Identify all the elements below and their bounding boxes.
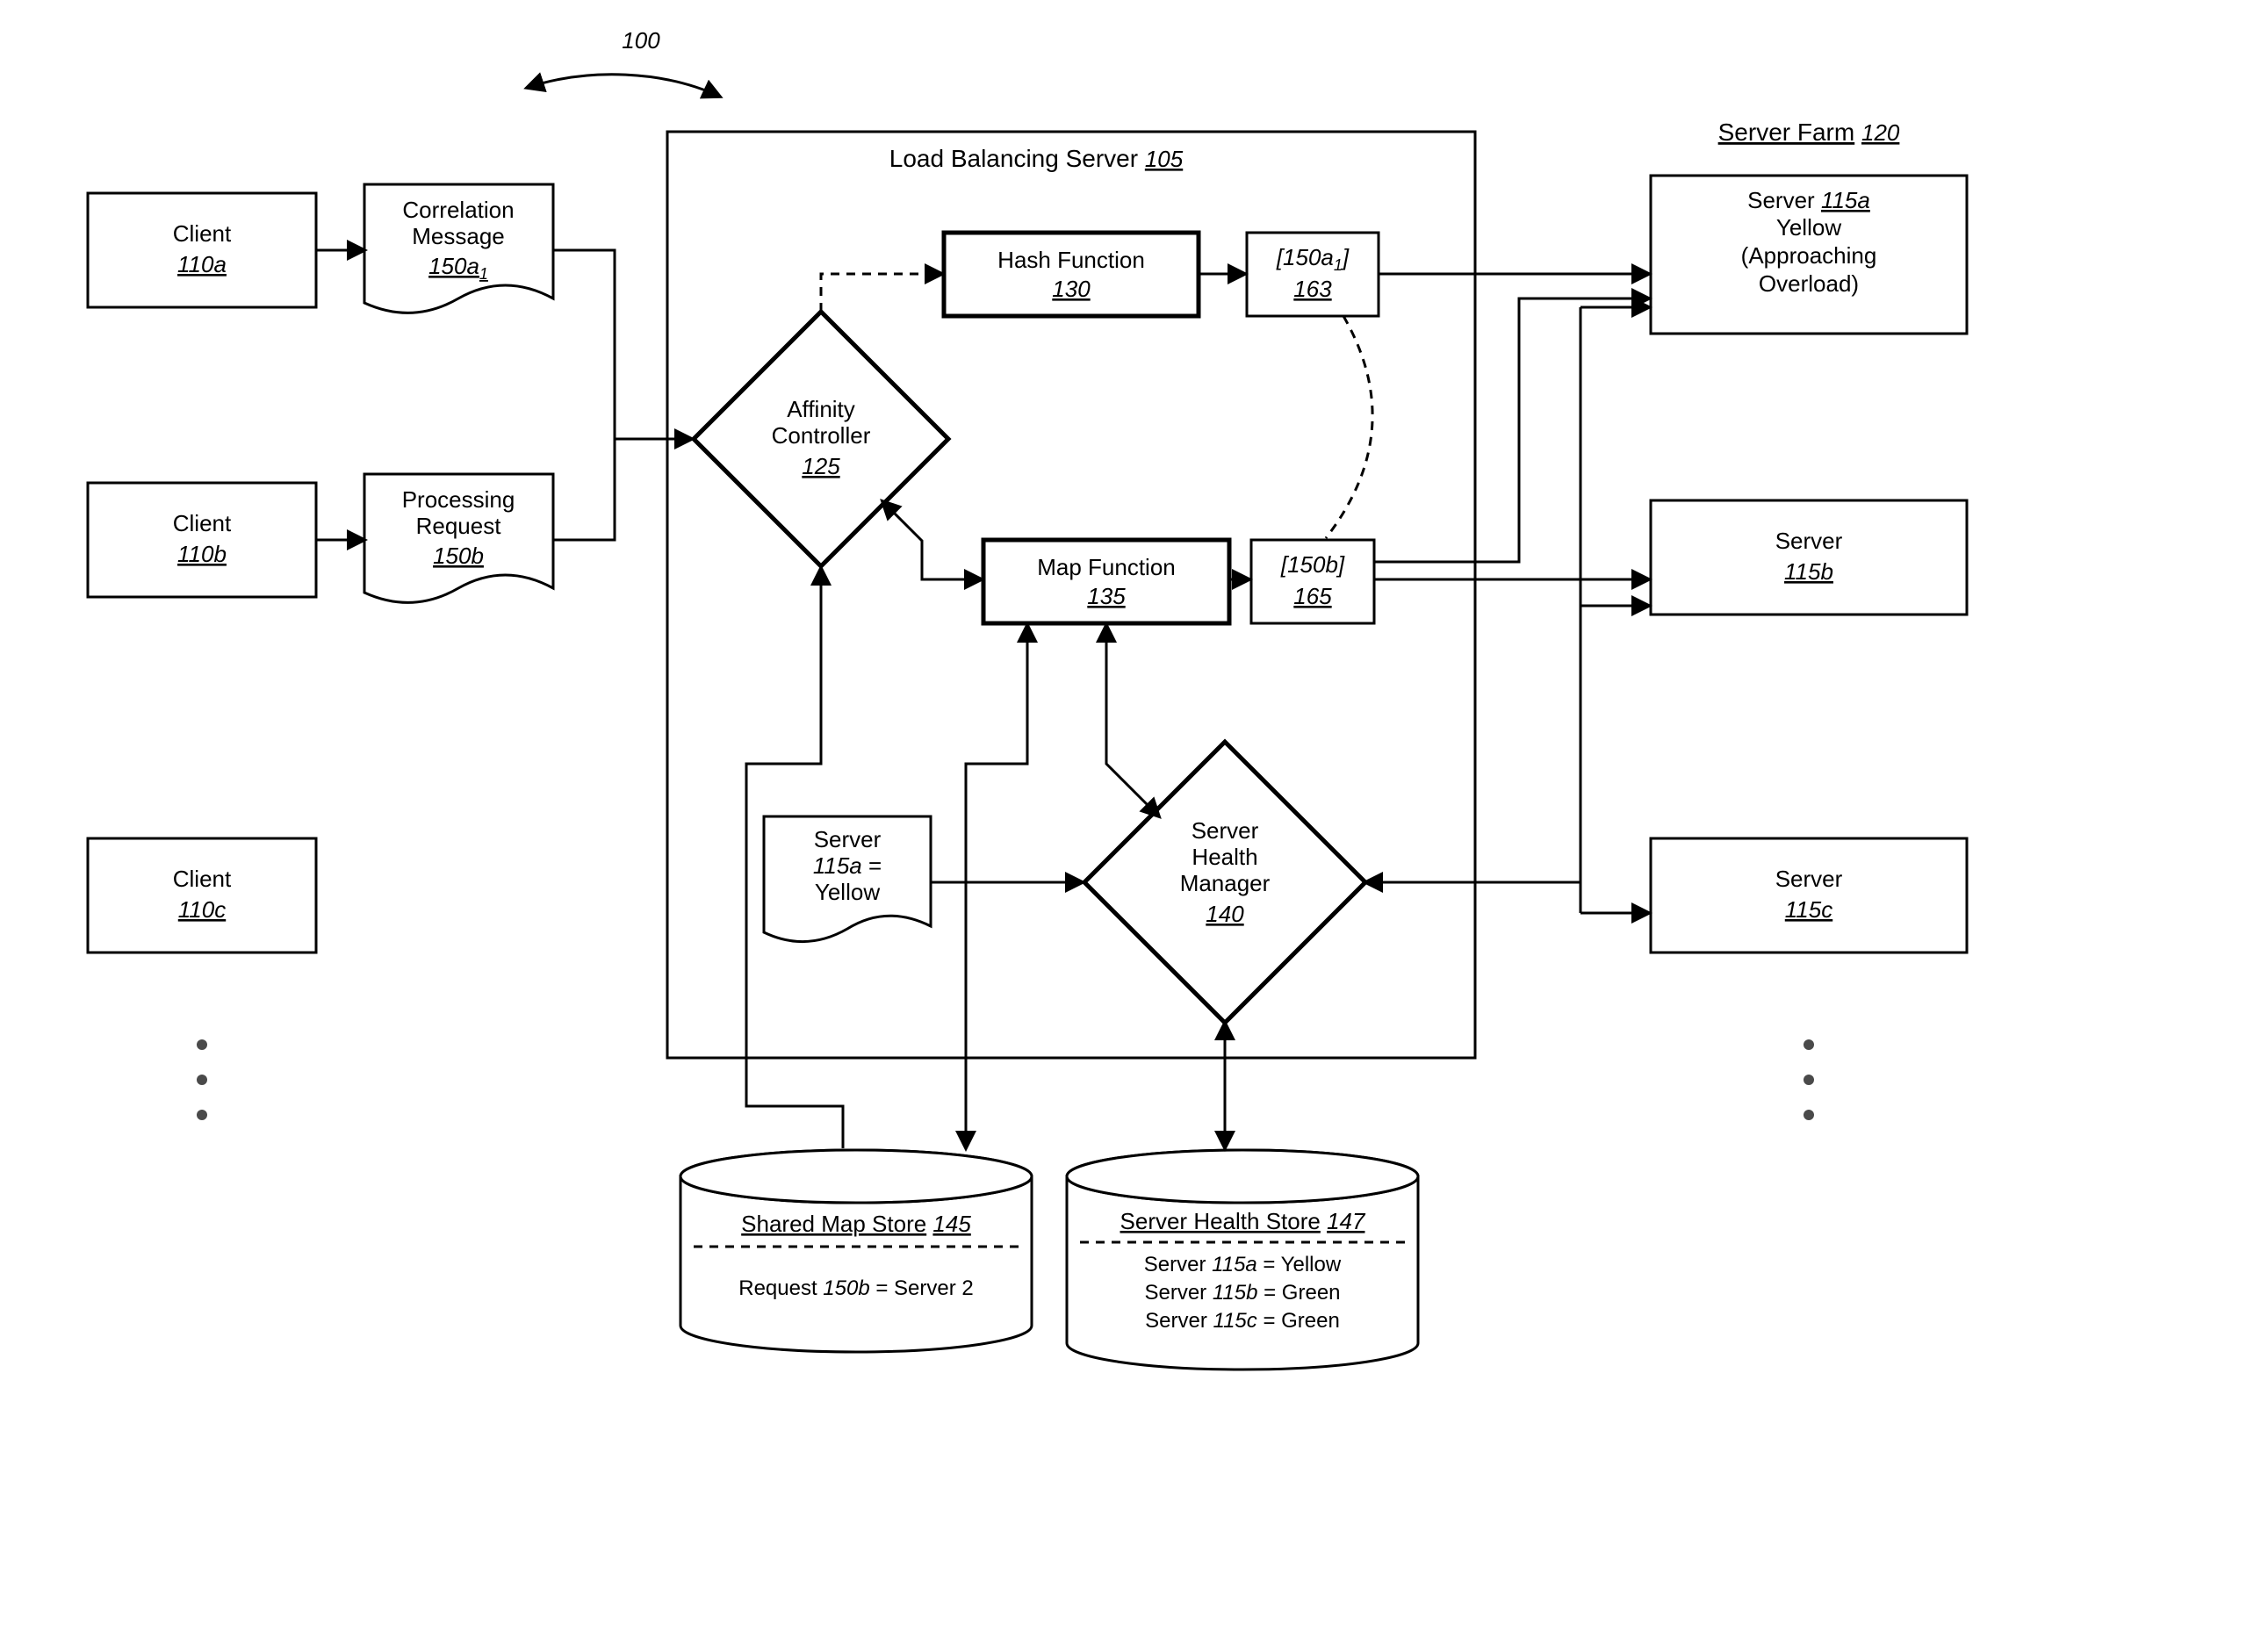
ellipsis-dot bbox=[1804, 1110, 1814, 1120]
shared-map-store: Shared Map Store 145 Request 150b = Serv… bbox=[680, 1150, 1032, 1352]
svg-text:[150b]: [150b] bbox=[1280, 551, 1345, 578]
svg-text:Server 115a: Server 115a bbox=[1747, 187, 1870, 213]
server-c-ref: 115c bbox=[1785, 896, 1832, 923]
hash-output-ref: 163 bbox=[1293, 276, 1332, 302]
ellipsis-dot bbox=[1804, 1039, 1814, 1050]
svg-text:Server: Server bbox=[1192, 817, 1259, 844]
client-a-label: Client bbox=[173, 220, 232, 247]
svg-text:Load Balancing Server 105: Load Balancing Server 105 bbox=[889, 145, 1184, 172]
svg-text:115a =: 115a = bbox=[813, 852, 882, 879]
map-function-ref: 135 bbox=[1087, 583, 1126, 609]
svg-text:Correlation: Correlation bbox=[402, 197, 514, 223]
svg-text:Server 115c = Green: Server 115c = Green bbox=[1145, 1309, 1340, 1333]
load-balancer-ref: 105 bbox=[1145, 146, 1184, 172]
client-c-ref: 110c bbox=[178, 896, 226, 923]
ellipsis-dot bbox=[197, 1110, 207, 1120]
hash-output: [150a1] 163 bbox=[1247, 233, 1379, 316]
client-a-ref: 110a bbox=[177, 251, 227, 277]
svg-text:Server 115a = Yellow: Server 115a = Yellow bbox=[1144, 1253, 1342, 1276]
svg-text:Server: Server bbox=[1775, 528, 1843, 554]
edge-msg2-join bbox=[553, 439, 615, 540]
svg-text:Server Health Store 147: Server Health Store 147 bbox=[1120, 1208, 1366, 1234]
client-a: Client 110a bbox=[88, 193, 316, 307]
svg-text:Hash Function: Hash Function bbox=[997, 247, 1145, 273]
svg-text:Affinity: Affinity bbox=[787, 396, 855, 422]
svg-text:Shared Map Store 145: Shared Map Store 145 bbox=[741, 1211, 971, 1237]
figure-ref-label: 100 bbox=[622, 27, 660, 54]
svg-text:Overload): Overload) bbox=[1759, 270, 1859, 297]
svg-text:Request: Request bbox=[416, 513, 502, 539]
client-b: Client 110b bbox=[88, 483, 316, 597]
client-b-label: Client bbox=[173, 510, 232, 536]
svg-text:Message: Message bbox=[412, 223, 505, 249]
svg-text:Yellow: Yellow bbox=[1776, 214, 1841, 241]
map-output: [150b] 165 bbox=[1251, 540, 1374, 623]
svg-text:Manager: Manager bbox=[1180, 870, 1271, 896]
svg-text:(Approaching: (Approaching bbox=[1741, 242, 1877, 269]
load-balancer-title: Load Balancing Server bbox=[889, 145, 1138, 172]
map-function: Map Function 135 bbox=[983, 540, 1229, 623]
health-manager-ref: 140 bbox=[1206, 901, 1244, 927]
svg-text:Request 150b = Server 2: Request 150b = Server 2 bbox=[738, 1276, 974, 1300]
affinity-ref: 125 bbox=[802, 453, 840, 479]
hash-function: Hash Function 130 bbox=[944, 233, 1199, 316]
server-farm-title: Server Farm 120 bbox=[1718, 119, 1900, 146]
server-b: Server 115b bbox=[1651, 500, 1967, 615]
correlation-message-doc: Correlation Message 150a1 bbox=[364, 184, 553, 313]
client-b-ref: 110b bbox=[177, 541, 227, 567]
svg-text:Yellow: Yellow bbox=[815, 879, 880, 905]
correlation-message-ref: 150a1 bbox=[428, 253, 488, 283]
svg-text:Controller: Controller bbox=[772, 422, 871, 449]
server-health-store: Server Health Store 147 Server 115a = Ye… bbox=[1067, 1150, 1418, 1370]
server-c: Server 115c bbox=[1651, 838, 1967, 953]
client-c: Client 110c bbox=[88, 838, 316, 953]
svg-text:Processing: Processing bbox=[402, 486, 515, 513]
server-b-ref: 115b bbox=[1784, 558, 1833, 585]
server-a: Server 115a Yellow (Approaching Overload… bbox=[1651, 176, 1967, 334]
svg-text:Map Function: Map Function bbox=[1037, 554, 1176, 580]
processing-request-doc: Processing Request 150b bbox=[364, 474, 553, 602]
client-c-label: Client bbox=[173, 866, 232, 892]
processing-request-ref: 150b bbox=[433, 543, 484, 569]
svg-text:Health: Health bbox=[1192, 844, 1257, 870]
ellipsis-dot bbox=[197, 1039, 207, 1050]
map-output-ref: 165 bbox=[1293, 583, 1332, 609]
svg-text:Server: Server bbox=[1775, 866, 1843, 892]
svg-text:Server 115b = Green: Server 115b = Green bbox=[1144, 1281, 1340, 1305]
hash-function-ref: 130 bbox=[1052, 276, 1091, 302]
ellipsis-dot bbox=[197, 1075, 207, 1085]
figure-ref: 100 bbox=[527, 27, 720, 97]
ellipsis-dot bbox=[1804, 1075, 1814, 1085]
svg-text:Server: Server bbox=[814, 826, 882, 852]
